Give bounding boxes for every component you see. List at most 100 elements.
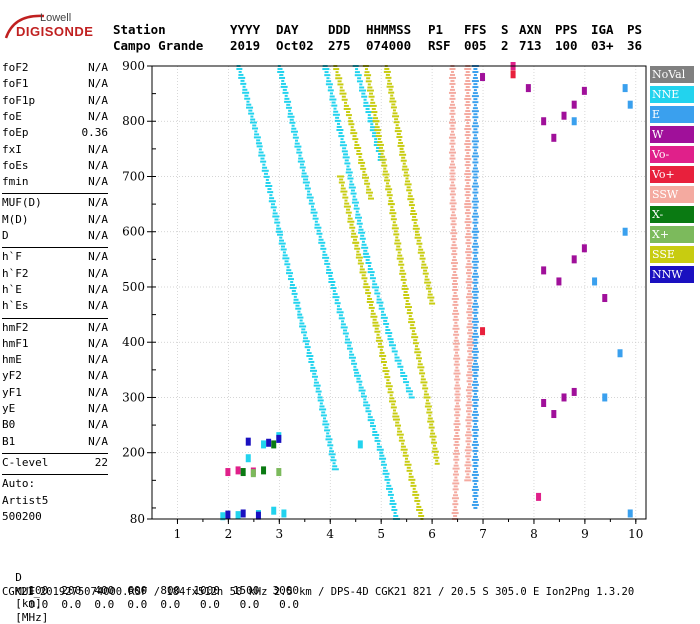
trace-mark bbox=[368, 95, 375, 98]
trace-mark bbox=[384, 176, 389, 179]
trace-mark bbox=[392, 418, 400, 421]
trace-mark bbox=[261, 169, 269, 172]
x-tick-label: 3 bbox=[275, 527, 283, 541]
trace-mark bbox=[370, 126, 376, 129]
trace-mark bbox=[340, 187, 346, 190]
trace-mark bbox=[453, 363, 460, 366]
trace-mark bbox=[358, 225, 362, 228]
header-value-hhmmss: 074000 bbox=[366, 38, 412, 53]
trace-mark bbox=[449, 73, 455, 76]
trace-mark bbox=[330, 287, 337, 290]
trace-mark bbox=[430, 429, 434, 432]
trace-mark bbox=[363, 98, 367, 101]
trace-mark bbox=[464, 134, 471, 137]
trace-mark bbox=[276, 227, 282, 230]
trace-mark bbox=[365, 410, 372, 413]
trace-mark bbox=[419, 257, 426, 260]
trace-mark bbox=[429, 302, 436, 305]
trace-mark bbox=[334, 299, 339, 302]
trace-mark bbox=[455, 396, 460, 399]
trace-mark bbox=[376, 143, 384, 146]
trace-mark bbox=[392, 109, 396, 112]
trace-mark bbox=[432, 447, 438, 450]
param-row: M(D) N/A bbox=[2, 213, 108, 229]
trace-mark bbox=[473, 74, 477, 77]
param-row: yE N/A bbox=[2, 402, 108, 418]
trace-mark bbox=[473, 89, 477, 92]
series-vo bbox=[225, 62, 542, 501]
trace-mark bbox=[392, 409, 396, 412]
trace-mark bbox=[453, 339, 459, 342]
echo-point bbox=[240, 509, 246, 518]
trace-mark bbox=[326, 268, 332, 271]
trace-mark bbox=[322, 423, 330, 426]
trace-mark bbox=[473, 128, 478, 131]
trace-mark bbox=[473, 203, 478, 206]
trace-mark bbox=[467, 314, 472, 317]
trace-mark bbox=[466, 380, 473, 383]
trace-mark bbox=[301, 172, 307, 175]
trace-mark bbox=[345, 211, 352, 214]
echo-point bbox=[480, 327, 486, 336]
trace-mark bbox=[454, 354, 460, 357]
trace-mark bbox=[347, 177, 354, 180]
trace-mark bbox=[338, 317, 345, 320]
trace-mark bbox=[410, 207, 414, 210]
trace-mark bbox=[454, 384, 460, 387]
trace-mark bbox=[369, 425, 376, 428]
trace-mark bbox=[361, 277, 368, 280]
trace-mark bbox=[466, 167, 470, 170]
trace-mark bbox=[455, 411, 460, 414]
trace-mark bbox=[350, 126, 354, 129]
param-value: 22 bbox=[94, 455, 108, 469]
y-tick-label: 900 bbox=[122, 59, 145, 73]
trace-mark bbox=[394, 353, 398, 356]
trace-mark bbox=[380, 316, 388, 319]
trace-mark bbox=[354, 371, 360, 374]
trace-mark bbox=[472, 410, 478, 413]
trace-mark bbox=[331, 101, 336, 104]
trace-mark bbox=[432, 444, 436, 447]
param-name: B0 bbox=[2, 418, 16, 432]
trace-mark bbox=[379, 354, 387, 357]
trace-mark bbox=[473, 233, 478, 236]
trace-mark bbox=[395, 421, 400, 424]
trace-mark bbox=[464, 221, 472, 224]
trace-mark bbox=[416, 354, 421, 357]
trace-mark bbox=[468, 305, 472, 308]
trace-mark bbox=[433, 453, 438, 456]
trace-mark bbox=[465, 227, 472, 230]
trace-mark bbox=[292, 136, 299, 139]
trace-mark bbox=[416, 239, 421, 242]
trace-mark bbox=[471, 473, 479, 476]
trace-mark bbox=[347, 217, 353, 220]
trace-mark bbox=[467, 371, 473, 374]
trace-mark bbox=[451, 512, 459, 515]
trace-mark bbox=[385, 325, 389, 328]
trace-mark bbox=[412, 227, 420, 230]
trace-mark bbox=[391, 350, 398, 353]
trace-mark bbox=[389, 100, 397, 103]
trace-mark bbox=[467, 398, 471, 401]
trace-mark bbox=[472, 470, 478, 473]
trace-mark bbox=[328, 277, 334, 280]
trace-mark bbox=[420, 381, 428, 384]
trace-mark bbox=[467, 392, 472, 395]
trace-mark bbox=[473, 113, 478, 116]
trace-mark bbox=[427, 417, 433, 420]
param-name: M(D) bbox=[2, 212, 29, 226]
trace-mark bbox=[410, 484, 417, 487]
trace-mark bbox=[295, 304, 300, 307]
trace-mark bbox=[352, 135, 357, 138]
trace-mark bbox=[472, 227, 478, 230]
trace-mark bbox=[394, 356, 400, 359]
trace-mark bbox=[414, 499, 421, 502]
trace-mark bbox=[430, 432, 436, 435]
trace-mark bbox=[358, 231, 366, 234]
trace-mark bbox=[372, 283, 378, 286]
auto-label: Auto: bbox=[2, 477, 36, 491]
trace-mark bbox=[471, 428, 479, 431]
trace-mark bbox=[372, 428, 376, 431]
trace-mark bbox=[337, 80, 342, 83]
trace-mark bbox=[464, 470, 471, 473]
